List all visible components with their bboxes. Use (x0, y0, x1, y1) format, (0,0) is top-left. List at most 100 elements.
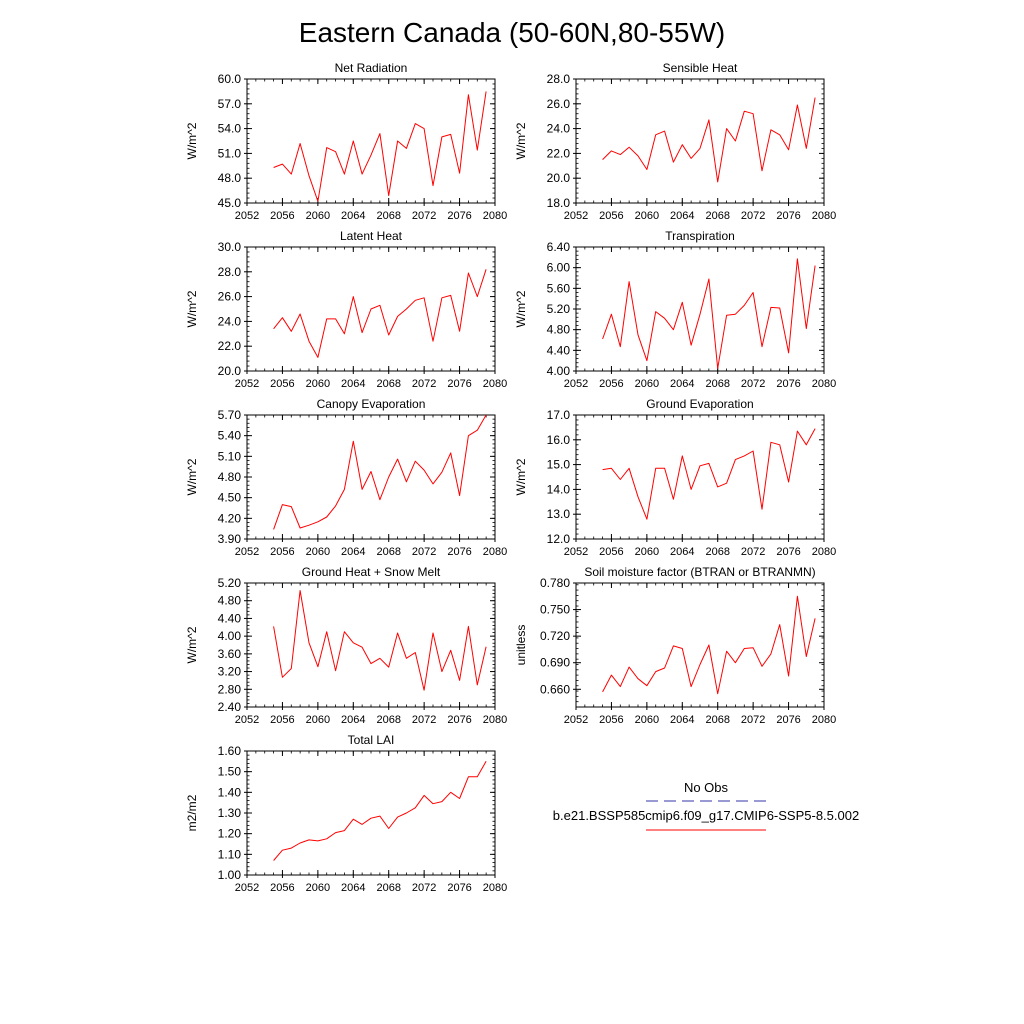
panels: Net Radiation W/m^2 2052 2056 2060 2064 2068 20… (185, 61, 836, 894)
y-tick-label: 1.40 (218, 785, 242, 799)
y-tick-label: 18.0 (547, 196, 571, 210)
series-line (602, 595, 816, 695)
x-tick-label: 2080 (812, 210, 836, 222)
legend: No Obs b.e21.BSSP585cmip6.f09_g17.CMIP6-… (553, 780, 859, 831)
y-tick-label: 5.40 (218, 429, 242, 443)
y-axis-label: unitless (514, 625, 528, 666)
x-tick-label: 2052 (235, 882, 259, 894)
panel-title: Sensible Heat (663, 61, 738, 75)
y-tick-label: 4.40 (547, 343, 571, 357)
panel-title: Canopy Evaporation (317, 397, 426, 411)
x-tick-label: 2064 (341, 546, 365, 558)
y-tick-label: 4.40 (218, 611, 242, 625)
y-tick-label: 5.70 (218, 408, 242, 422)
x-tick-label: 2060 (306, 210, 330, 222)
series-line (273, 761, 487, 861)
chart-panel: Ground Evaporation W/m^2 2052 2056 2060 2064 2… (514, 397, 836, 558)
chart-panel: Total LAI m2/m2 2052 2056 2060 2064 2068 2072 20… (185, 733, 507, 894)
plot-frame (246, 78, 496, 204)
x-tick-label: 2056 (270, 546, 294, 558)
x-tick-label: 2060 (306, 378, 330, 390)
y-tick-label: 1.60 (218, 744, 242, 758)
x-tick-label: 2072 (741, 378, 765, 390)
x-tick-label: 2052 (564, 378, 588, 390)
y-tick-label: 20.0 (218, 364, 242, 378)
x-tick-label: 2052 (564, 210, 588, 222)
x-tick-label: 2072 (741, 546, 765, 558)
y-tick-label: 4.20 (218, 511, 242, 525)
x-tick-label: 2068 (705, 714, 729, 726)
x-tick-label: 2064 (341, 882, 365, 894)
y-tick-label: 0.750 (540, 603, 570, 617)
series-line (602, 428, 816, 520)
y-tick-label: 30.0 (218, 240, 242, 254)
x-tick-label: 2068 (376, 882, 400, 894)
x-tick-label: 2080 (812, 378, 836, 390)
chart-panel: Sensible Heat W/m^2 2052 2056 2060 2064 2068 20… (514, 61, 836, 222)
y-tick-label: 5.20 (218, 576, 242, 590)
y-axis-label: m2/m2 (185, 794, 199, 831)
y-tick-label: 3.90 (218, 532, 242, 546)
y-tick-label: 0.720 (540, 629, 570, 643)
y-tick-label: 54.0 (218, 122, 242, 136)
plot-frame (575, 78, 825, 204)
legend-label-obs: No Obs (684, 780, 729, 795)
y-tick-label: 14.0 (547, 482, 571, 496)
x-tick-label: 2076 (776, 210, 800, 222)
y-tick-label: 16.0 (547, 433, 571, 447)
y-tick-label: 24.0 (218, 314, 242, 328)
x-tick-label: 2072 (412, 378, 436, 390)
x-tick-label: 2064 (670, 210, 694, 222)
y-tick-label: 15.0 (547, 458, 571, 472)
y-tick-label: 57.0 (218, 97, 242, 111)
series-line (602, 258, 816, 369)
x-tick-label: 2080 (483, 882, 507, 894)
chart-panel: Transpiration W/m^2 2052 2056 2060 2064 2068 20… (514, 229, 836, 390)
y-tick-label: 1.00 (218, 868, 242, 882)
y-tick-label: 24.0 (547, 122, 571, 136)
y-tick-label: 5.10 (218, 449, 242, 463)
y-axis-label: W/m^2 (185, 458, 199, 495)
chart-panel: Soil moisture factor (BTRAN or BTRANMN) u… (514, 565, 836, 726)
y-tick-label: 6.00 (547, 261, 571, 275)
x-tick-label: 2080 (483, 378, 507, 390)
series-line (273, 414, 487, 530)
panel-title: Ground Heat + Snow Melt (302, 565, 441, 579)
x-tick-label: 2080 (812, 546, 836, 558)
y-tick-label: 0.690 (540, 656, 570, 670)
x-tick-label: 2060 (635, 210, 659, 222)
y-tick-label: 51.0 (218, 146, 242, 160)
y-tick-label: 4.00 (218, 629, 242, 643)
panel-title: Latent Heat (340, 229, 403, 243)
y-tick-label: 4.50 (218, 491, 242, 505)
y-tick-label: 26.0 (218, 290, 242, 304)
y-tick-label: 3.60 (218, 647, 242, 661)
plot-frame (246, 582, 496, 708)
chart-panel: Canopy Evaporation W/m^2 2052 2056 2060 2064 2… (185, 397, 507, 558)
x-tick-label: 2068 (705, 378, 729, 390)
x-tick-label: 2080 (812, 714, 836, 726)
plot-frame (575, 414, 825, 540)
y-tick-label: 2.80 (218, 682, 242, 696)
y-tick-label: 12.0 (547, 532, 571, 546)
x-tick-label: 2056 (599, 546, 623, 558)
series-line (273, 269, 487, 358)
y-tick-label: 6.40 (547, 240, 571, 254)
y-tick-label: 48.0 (218, 171, 242, 185)
x-tick-label: 2060 (306, 882, 330, 894)
panel-title: Transpiration (665, 229, 735, 243)
x-tick-label: 2076 (447, 210, 471, 222)
x-tick-label: 2060 (306, 546, 330, 558)
x-tick-label: 2072 (412, 546, 436, 558)
x-tick-label: 2068 (376, 714, 400, 726)
plot-frame (575, 246, 825, 372)
y-tick-label: 28.0 (218, 265, 242, 279)
x-tick-label: 2072 (412, 714, 436, 726)
x-tick-label: 2056 (599, 378, 623, 390)
x-tick-label: 2052 (235, 210, 259, 222)
y-tick-label: 4.80 (218, 594, 242, 608)
y-axis-label: W/m^2 (514, 290, 528, 327)
x-tick-label: 2056 (599, 210, 623, 222)
plot-frame (575, 582, 825, 708)
x-tick-label: 2060 (635, 546, 659, 558)
